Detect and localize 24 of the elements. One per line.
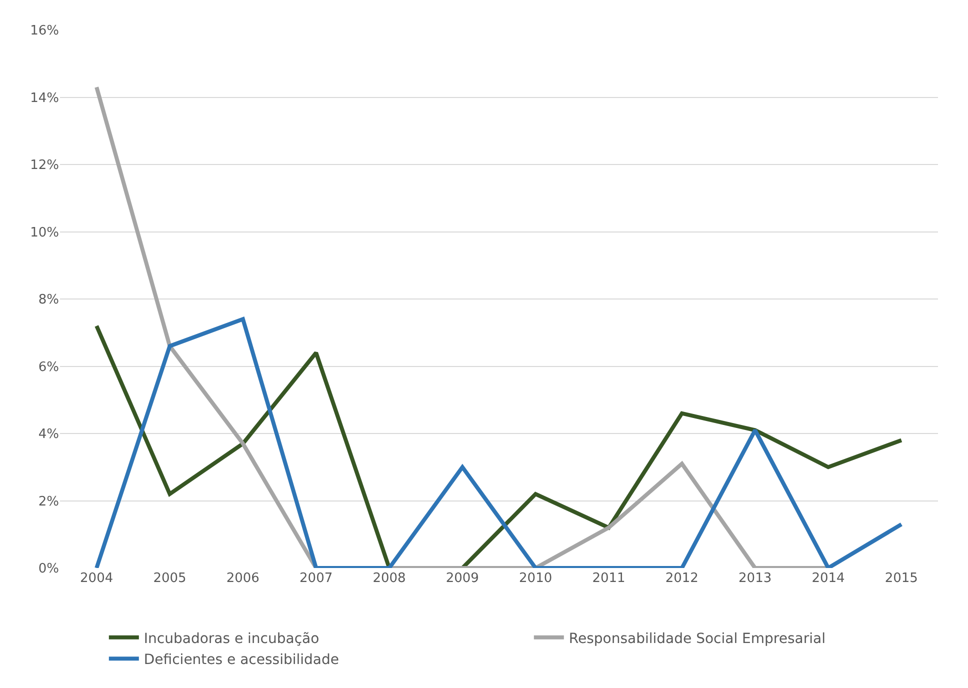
- y-tick-label: 0%: [38, 562, 59, 577]
- x-tick-label: 2010: [519, 571, 552, 586]
- y-tick-label: 10%: [30, 225, 59, 240]
- x-tick-label: 2011: [592, 571, 626, 586]
- legend-label: Deficientes e acessibilidade: [144, 652, 339, 668]
- x-tick-label: 2008: [372, 571, 406, 586]
- x-tick-label: 2005: [153, 571, 186, 586]
- x-tick-label: 2015: [884, 571, 918, 586]
- x-tick-label: 2009: [446, 571, 479, 586]
- y-tick-label: 4%: [38, 427, 59, 442]
- x-tick-label: 2012: [665, 571, 698, 586]
- y-tick-label: 14%: [30, 90, 59, 106]
- x-tick-label: 2014: [812, 571, 845, 586]
- legend-label: Responsabilidade Social Empresarial: [568, 630, 826, 647]
- y-tick-label: 6%: [38, 360, 59, 375]
- x-tick-label: 2004: [80, 571, 114, 586]
- y-tick-label: 16%: [30, 24, 59, 39]
- y-tick-label: 12%: [30, 158, 59, 174]
- legend-label: Incubadoras e incubação: [144, 630, 320, 647]
- x-tick-label: 2006: [226, 571, 260, 586]
- y-tick-label: 2%: [38, 494, 59, 510]
- x-tick-label: 2007: [300, 571, 333, 586]
- y-tick-label: 8%: [38, 292, 59, 308]
- x-tick-label: 2013: [738, 571, 772, 586]
